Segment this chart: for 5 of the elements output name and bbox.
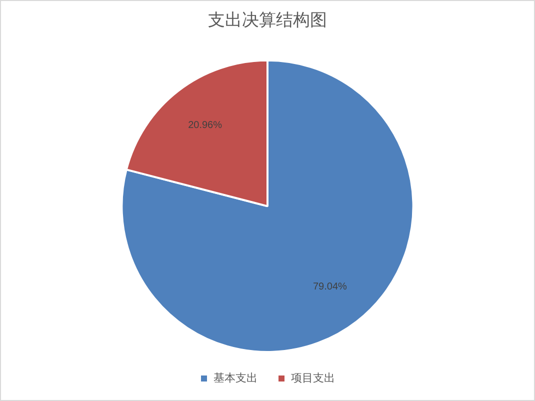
data-label: 20.96%: [188, 120, 222, 132]
chart-title: 支出决算结构图: [208, 10, 327, 31]
legend-label: 项目支出: [291, 371, 335, 384]
data-label: 79.04%: [312, 282, 348, 293]
legend-label: 基本支出: [214, 371, 258, 384]
